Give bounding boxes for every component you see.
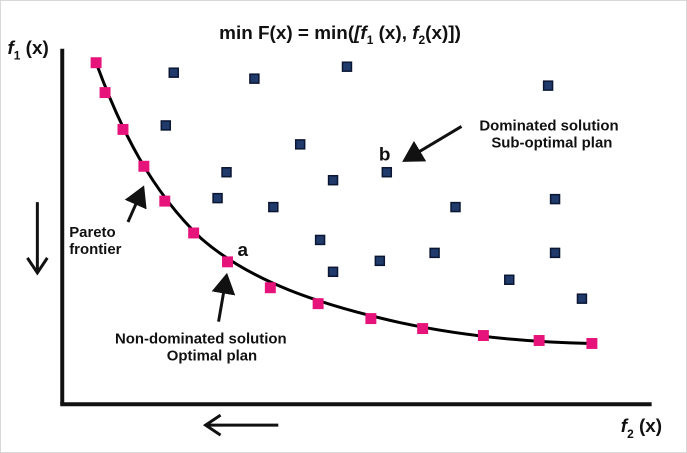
dominated-point-14 [314,234,326,246]
dominated-point-8 [221,167,232,178]
pareto-point-14 [586,338,598,349]
pareto-point-2 [99,87,111,99]
pareto-point-5 [159,195,171,207]
pareto-label-line2: frontier [69,241,121,258]
pareto-point-13 [533,335,545,346]
optimal-plan-label: Optimal plan [167,347,257,364]
pareto-point-11 [417,323,429,335]
dominated-point-9 [327,174,339,186]
chart-title: min F(x) = min([f1 (x), f2(x)]) [219,23,461,47]
dominated-point-20 [576,293,588,304]
pareto-pointer-arrow [124,185,147,223]
dominated-point-18 [327,266,339,278]
dominated-point-1 [168,67,179,78]
dominated-point-6 [294,139,306,150]
dominated-point-5 [160,120,172,131]
pareto-point-12 [477,330,489,341]
dominated-pointer-arrow [402,125,463,162]
dominated-point-19 [504,274,515,285]
nondominated-pointer-arrow [211,272,236,322]
arrow-down-icon [26,202,49,276]
dominated-point-3 [341,61,353,72]
pareto-label: Pareto [69,224,115,241]
y-axis-label: f1 (x) [7,38,48,63]
pareto-frontier-curve [94,62,592,345]
nondominated-solution-label: Non-dominated solution [115,330,287,347]
pareto-points [90,57,598,349]
arrow-left-icon [202,413,279,437]
pareto-point-10 [365,313,377,325]
dominated-point-17 [549,247,561,259]
dominated-point-11 [268,201,279,213]
pareto-point-3 [117,123,129,135]
dominated-point-2 [249,73,260,84]
dominated-point-7 [381,167,393,178]
dominated-points [160,61,588,304]
pareto-point-9 [312,298,324,310]
dominated-point-15 [374,255,386,267]
pareto-point-8 [264,282,276,294]
pareto-point-1 [90,57,102,69]
dominated-point-10 [212,192,223,204]
pareto-point-6 [188,227,200,239]
pareto-point-7 [222,256,233,268]
pareto-point-4 [138,160,150,172]
dominated-point-16 [429,247,440,259]
dominated-solution-label: Dominated solution [479,117,618,134]
point-b-label: b [379,144,391,165]
point-a-label: a [237,240,248,261]
dominated-point-13 [549,193,561,205]
suboptimal-plan-label: Sub-optimal plan [491,134,612,151]
dominated-point-4 [542,80,554,91]
dominated-point-12 [450,201,461,213]
x-axis-label: f2 (x) [621,416,662,441]
